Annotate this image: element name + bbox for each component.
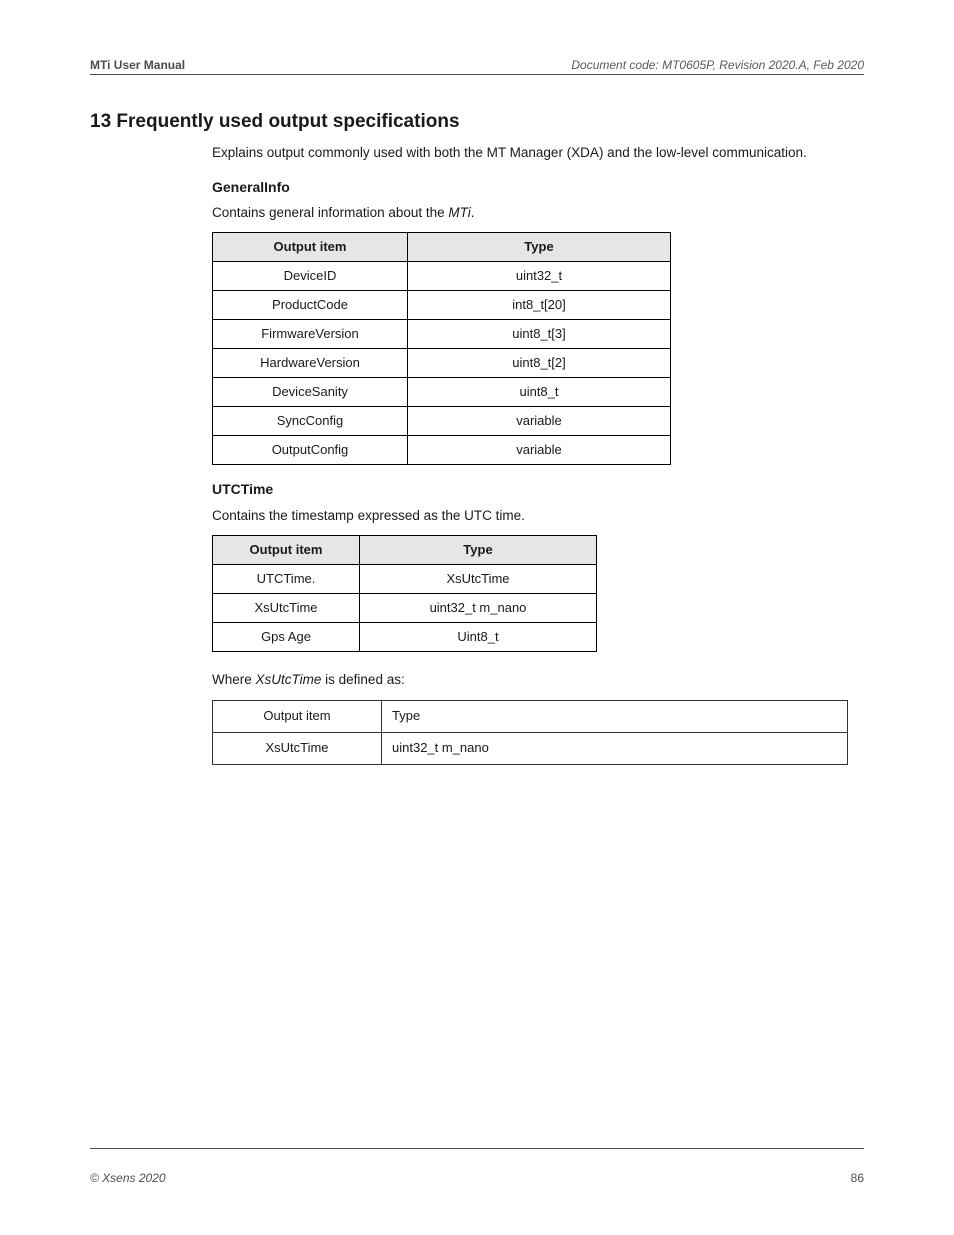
table-cell: uint32_t m_nano <box>382 732 848 764</box>
table-cell: XsUtcTime <box>213 732 382 764</box>
table-cell: Uint8_t <box>360 623 597 652</box>
page-header: MTi User Manual Document code: MT0605P, … <box>90 58 864 72</box>
generalinfo-block: GeneralInfo Contains general information… <box>212 177 864 466</box>
table-cell: UTCTime. <box>213 565 360 594</box>
table-row: DeviceSanityuint8_t <box>213 378 671 407</box>
table-header: Output item <box>213 536 360 565</box>
generalinfo-table: Output itemTypeDeviceIDuint32_tProductCo… <box>212 232 671 465</box>
table-cell: variable <box>408 436 671 465</box>
table-row: UTCTime.XsUtcTime <box>213 565 597 594</box>
header-left: MTi User Manual <box>90 58 185 72</box>
table-cell: DeviceID <box>213 262 408 291</box>
footer-page-number: 86 <box>851 1171 864 1185</box>
table-row: FirmwareVersionuint8_t[3] <box>213 320 671 349</box>
utctime-desc: Contains the timestamp expressed as the … <box>212 506 864 526</box>
table-cell: Type <box>382 700 848 732</box>
table-cell: uint8_t <box>408 378 671 407</box>
table-cell: XsUtcTime <box>360 565 597 594</box>
table-row: OutputConfigvariable <box>213 436 671 465</box>
table-cell: DeviceSanity <box>213 378 408 407</box>
generalinfo-title: GeneralInfo <box>212 177 864 197</box>
header-rule <box>90 74 864 75</box>
table-row: DeviceIDuint32_t <box>213 262 671 291</box>
table-cell: XsUtcTime <box>213 594 360 623</box>
section-heading: 13 Frequently used output specifications <box>90 111 864 133</box>
page: MTi User Manual Document code: MT0605P, … <box>0 0 954 1235</box>
header-right: Document code: MT0605P, Revision 2020.A,… <box>571 58 864 72</box>
xsutctime-table: Output itemTypeXsUtcTimeuint32_t m_nano <box>212 700 848 765</box>
table-row: XsUtcTimeuint32_t m_nano <box>213 732 848 764</box>
table-cell: ProductCode <box>213 291 408 320</box>
table-cell: Gps Age <box>213 623 360 652</box>
table-cell: int8_t[20] <box>408 291 671 320</box>
table-row: ProductCodeint8_t[20] <box>213 291 671 320</box>
table-cell: variable <box>408 407 671 436</box>
xsutctime-block: Where XsUtcTime is defined as: Output it… <box>212 670 864 764</box>
table-header: Type <box>360 536 597 565</box>
table-header: Type <box>408 233 671 262</box>
generalinfo-desc: Contains general information about the M… <box>212 203 864 223</box>
utctime-table: Output itemTypeUTCTime.XsUtcTimeXsUtcTim… <box>212 535 597 652</box>
footer-rule <box>90 1148 864 1149</box>
table-header: Output item <box>213 233 408 262</box>
table-cell: uint32_t m_nano <box>360 594 597 623</box>
table-row: Gps AgeUint8_t <box>213 623 597 652</box>
table-cell: OutputConfig <box>213 436 408 465</box>
xsutctime-intro: Where XsUtcTime is defined as: <box>212 670 864 690</box>
utctime-title: UTCTime <box>212 479 864 499</box>
table-cell: Output item <box>213 700 382 732</box>
table-cell: SyncConfig <box>213 407 408 436</box>
intro-paragraph: Explains output commonly used with both … <box>212 143 864 163</box>
table-row: XsUtcTimeuint32_t m_nano <box>213 594 597 623</box>
table-cell: uint8_t[3] <box>408 320 671 349</box>
table-cell: FirmwareVersion <box>213 320 408 349</box>
page-footer: © Xsens 2020 86 <box>90 1171 864 1185</box>
table-cell: uint8_t[2] <box>408 349 671 378</box>
table-cell: HardwareVersion <box>213 349 408 378</box>
table-row: SyncConfigvariable <box>213 407 671 436</box>
table-row: HardwareVersionuint8_t[2] <box>213 349 671 378</box>
table-cell: uint32_t <box>408 262 671 291</box>
footer-left: © Xsens 2020 <box>90 1171 166 1185</box>
table-row: Output itemType <box>213 700 848 732</box>
utctime-block: UTCTime Contains the timestamp expressed… <box>212 479 864 652</box>
